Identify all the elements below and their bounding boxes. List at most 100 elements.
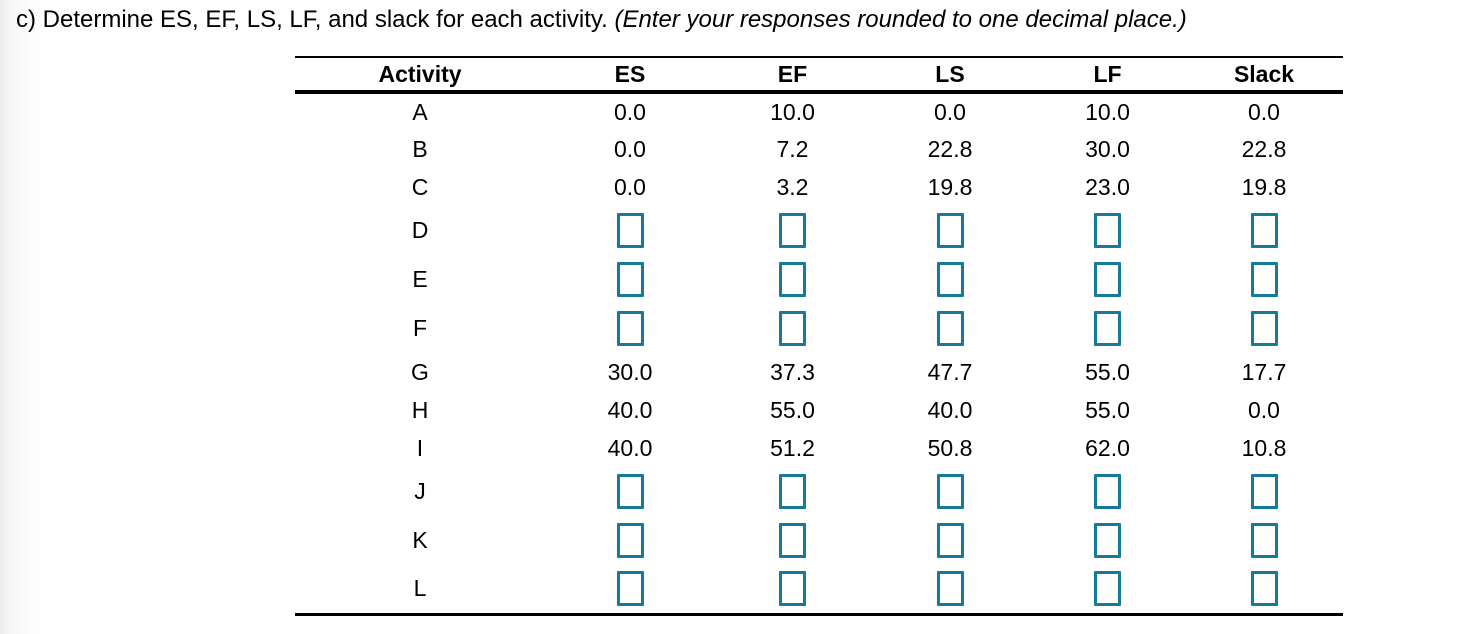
answer-input-D-ES[interactable]: [616, 213, 644, 248]
answer-input-E-ES[interactable]: [616, 262, 644, 297]
answer-input-K-EF[interactable]: [779, 523, 806, 558]
table-row: A 0.0 10.0 0.0 10.0 0.0: [295, 92, 1343, 130]
value-cell: 55.0: [1085, 396, 1130, 423]
answer-input-J-LS[interactable]: [936, 474, 964, 509]
table-body: A 0.0 10.0 0.0 10.0 0.0 B 0.0 7.2 22.8 30.0 22.8 C 0.…: [295, 92, 1343, 614]
answer-input-J-Slack[interactable]: [1250, 474, 1278, 509]
answer-input-D-Slack[interactable]: [1250, 213, 1278, 248]
answer-cell: [870, 304, 1030, 353]
value-cell: 0.0: [614, 173, 646, 200]
answer-cell: [870, 467, 1030, 516]
answer-cell: [715, 206, 870, 255]
value-cell: 40.0: [607, 434, 653, 461]
value-cell: 7.2: [776, 135, 809, 162]
answer-cell: [1030, 565, 1185, 614]
value-cell: 37.3: [770, 358, 815, 385]
activity-label: A: [412, 98, 428, 125]
answer-input-F-LS[interactable]: [936, 311, 964, 346]
value-cell: 30.0: [1085, 135, 1130, 162]
answer-input-D-LS[interactable]: [936, 213, 964, 248]
answer-input-J-EF[interactable]: [779, 474, 806, 509]
value-cell: 0.0: [614, 98, 646, 125]
answer-input-D-LF[interactable]: [1094, 213, 1121, 248]
activity-label: C: [411, 173, 429, 200]
answer-cell: [1185, 255, 1343, 304]
table-row: G 30.0 37.3 47.7 55.0 17.7: [295, 353, 1343, 391]
table-row: B 0.0 7.2 22.8 30.0 22.8: [295, 130, 1343, 168]
answer-input-K-LF[interactable]: [1094, 523, 1121, 558]
value-cell: 30.0: [607, 358, 653, 385]
value-cell: 47.7: [927, 358, 973, 385]
answer-input-J-ES[interactable]: [616, 474, 644, 509]
answer-cell: [1030, 206, 1185, 255]
value-cell: 55.0: [1085, 358, 1130, 385]
answer-input-F-LF[interactable]: [1094, 311, 1121, 346]
answer-cell: [715, 304, 870, 353]
value-cell: 19.8: [1241, 173, 1287, 200]
answer-input-E-EF[interactable]: [779, 262, 806, 297]
value-cell: 22.8: [927, 135, 973, 162]
answer-input-L-LS[interactable]: [936, 571, 964, 607]
answer-cell: [1030, 467, 1185, 516]
table-row: C 0.0 3.2 19.8 23.0 19.8: [295, 168, 1343, 206]
answer-input-F-ES[interactable]: [616, 311, 644, 346]
value-cell: 23.0: [1085, 173, 1130, 200]
answer-input-K-Slack[interactable]: [1250, 523, 1278, 558]
value-cell: 19.8: [927, 173, 973, 200]
table-row: L: [295, 565, 1343, 614]
answer-input-F-EF[interactable]: [779, 311, 806, 346]
answer-cell: [870, 565, 1030, 614]
answer-input-F-Slack[interactable]: [1250, 311, 1278, 346]
answer-cell: [1185, 516, 1343, 565]
value-cell: 62.0: [1085, 434, 1130, 461]
activity-label: G: [411, 358, 429, 385]
answer-cell: [1030, 516, 1185, 565]
question-text: c) Determine ES, EF, LS, LF, and slack f…: [16, 6, 1187, 34]
answer-cell: [715, 467, 870, 516]
value-cell: 40.0: [927, 396, 973, 423]
table-row: D: [295, 206, 1343, 255]
answer-cell: [1030, 255, 1185, 304]
value-cell: 10.0: [1085, 98, 1130, 125]
answer-cell: [1185, 467, 1343, 516]
activity-label: J: [414, 478, 426, 504]
answer-cell: [1185, 304, 1343, 353]
activity-label: K: [412, 527, 428, 553]
value-cell: 55.0: [770, 396, 815, 423]
answer-input-E-Slack[interactable]: [1250, 262, 1278, 297]
answer-input-J-LF[interactable]: [1094, 474, 1121, 509]
value-cell: 51.2: [770, 434, 815, 461]
activity-label: L: [413, 575, 427, 602]
question-prefix: c) Determine ES, EF, LS, LF, and slack f…: [16, 6, 615, 33]
answer-cell: [870, 255, 1030, 304]
answer-input-E-LF[interactable]: [1094, 262, 1121, 297]
answer-cell: [715, 516, 870, 565]
table-row: I 40.0 51.2 50.8 62.0 10.8: [295, 429, 1343, 467]
activity-label: B: [412, 135, 428, 162]
value-cell: 10.0: [770, 98, 815, 125]
column-header-es: ES: [614, 60, 646, 87]
answer-input-L-ES[interactable]: [616, 571, 644, 607]
value-cell: 0.0: [614, 135, 646, 162]
answer-input-K-LS[interactable]: [936, 523, 964, 558]
answer-input-L-Slack[interactable]: [1250, 571, 1278, 607]
table-row: F: [295, 304, 1343, 353]
column-header-ef: EF: [777, 60, 808, 87]
answer-cell: [715, 255, 870, 304]
answer-cell: [1185, 565, 1343, 614]
answer-input-L-LF[interactable]: [1094, 571, 1121, 607]
value-cell: 0.0: [1248, 98, 1280, 125]
activity-label: H: [411, 396, 429, 423]
value-cell: 50.8: [927, 434, 973, 461]
answer-input-L-EF[interactable]: [779, 571, 806, 607]
column-header-lf: LF: [1093, 60, 1122, 87]
activity-label: I: [416, 434, 424, 461]
value-cell: 3.2: [776, 173, 809, 200]
table-row: K: [295, 516, 1343, 565]
answer-input-D-EF[interactable]: [779, 213, 806, 248]
table-header: Activity ES EF LS LF Slack: [295, 57, 1343, 92]
answer-input-E-LS[interactable]: [936, 262, 964, 297]
value-cell: 10.8: [1241, 434, 1287, 461]
answer-input-K-ES[interactable]: [616, 523, 644, 558]
value-cell: 40.0: [607, 396, 653, 423]
